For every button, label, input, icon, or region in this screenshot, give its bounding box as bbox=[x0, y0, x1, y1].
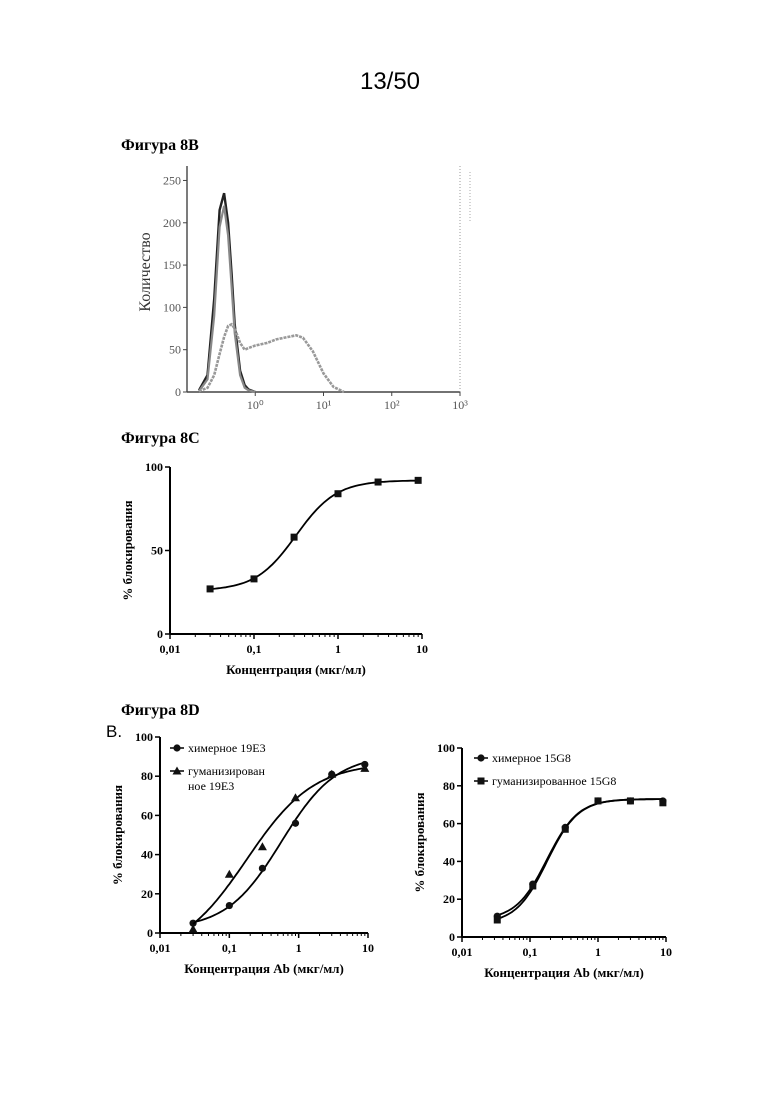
y-tick-label: 80 bbox=[443, 779, 455, 793]
y-tick-label: 40 bbox=[443, 854, 455, 868]
legend-label: гуманизированное 15G8 bbox=[492, 774, 616, 788]
x-tick-label: 10 bbox=[660, 945, 672, 959]
data-point bbox=[659, 799, 666, 806]
legend-marker bbox=[478, 778, 485, 785]
y-tick-label: 0 bbox=[449, 930, 455, 944]
x-tick-label: 1 bbox=[595, 945, 601, 959]
fit-curve bbox=[497, 799, 663, 915]
legend-marker bbox=[477, 754, 484, 761]
y-tick-label: 20 bbox=[443, 892, 455, 906]
legend-label: химерное 15G8 bbox=[492, 751, 571, 765]
x-tick-label: 0,1 bbox=[523, 945, 538, 959]
data-point bbox=[627, 797, 634, 804]
data-point bbox=[494, 916, 501, 923]
x-tick-label: 0,01 bbox=[452, 945, 473, 959]
y-tick-label: 60 bbox=[443, 817, 455, 831]
data-point bbox=[529, 882, 536, 889]
data-point bbox=[562, 826, 569, 833]
y-axis-label: % блокирования bbox=[412, 792, 427, 892]
x-axis-label: Концентрация Ab (мкг/мл) bbox=[484, 965, 644, 980]
y-tick-label: 100 bbox=[437, 741, 455, 755]
data-point bbox=[595, 797, 602, 804]
